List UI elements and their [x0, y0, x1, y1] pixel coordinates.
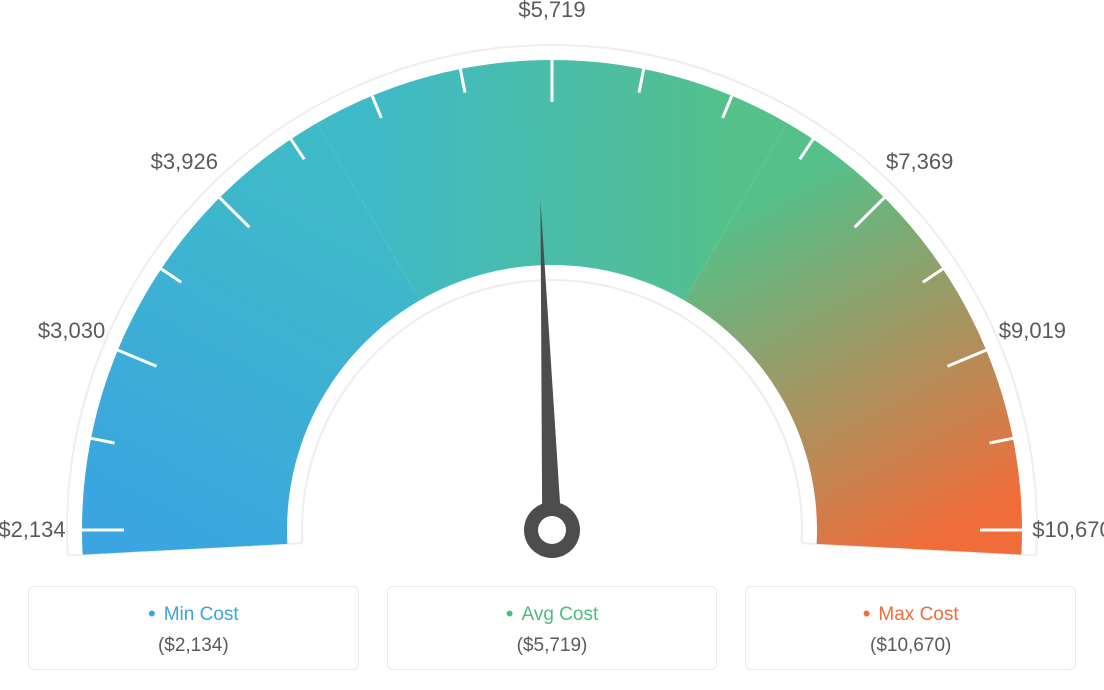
gauge-tick-label: $7,369 [886, 149, 953, 175]
gauge-tick-label: $5,719 [518, 0, 585, 23]
legend-card: Min Cost ($2,134) [28, 586, 359, 670]
gauge-needle-hub-hole [538, 516, 566, 544]
gauge-tick-label: $3,030 [38, 318, 105, 344]
legend-title: Max Cost [756, 601, 1065, 627]
legend-value: ($5,719) [398, 635, 707, 657]
legend-row: Min Cost ($2,134) Avg Cost ($5,719) Max Cost… [0, 586, 1104, 670]
legend-title: Min Cost [39, 601, 348, 627]
gauge-tick-label: $10,670 [1032, 517, 1104, 543]
legend-value: ($2,134) [39, 635, 348, 657]
legend-card: Avg Cost ($5,719) [387, 586, 718, 670]
legend-value: ($10,670) [756, 635, 1065, 657]
gauge-chart: $2,134 $3,030 $3,926 $5,719 $7,369 $9,019 $10,… [0, 0, 1104, 580]
gauge-tick-label: $2,134 [0, 517, 66, 543]
legend-card: Max Cost ($10,670) [745, 586, 1076, 670]
legend-title: Avg Cost [398, 601, 707, 627]
gauge-tick-label: $9,019 [999, 318, 1066, 344]
gauge-tick-label: $3,926 [151, 149, 218, 175]
gauge-svg [0, 0, 1104, 580]
